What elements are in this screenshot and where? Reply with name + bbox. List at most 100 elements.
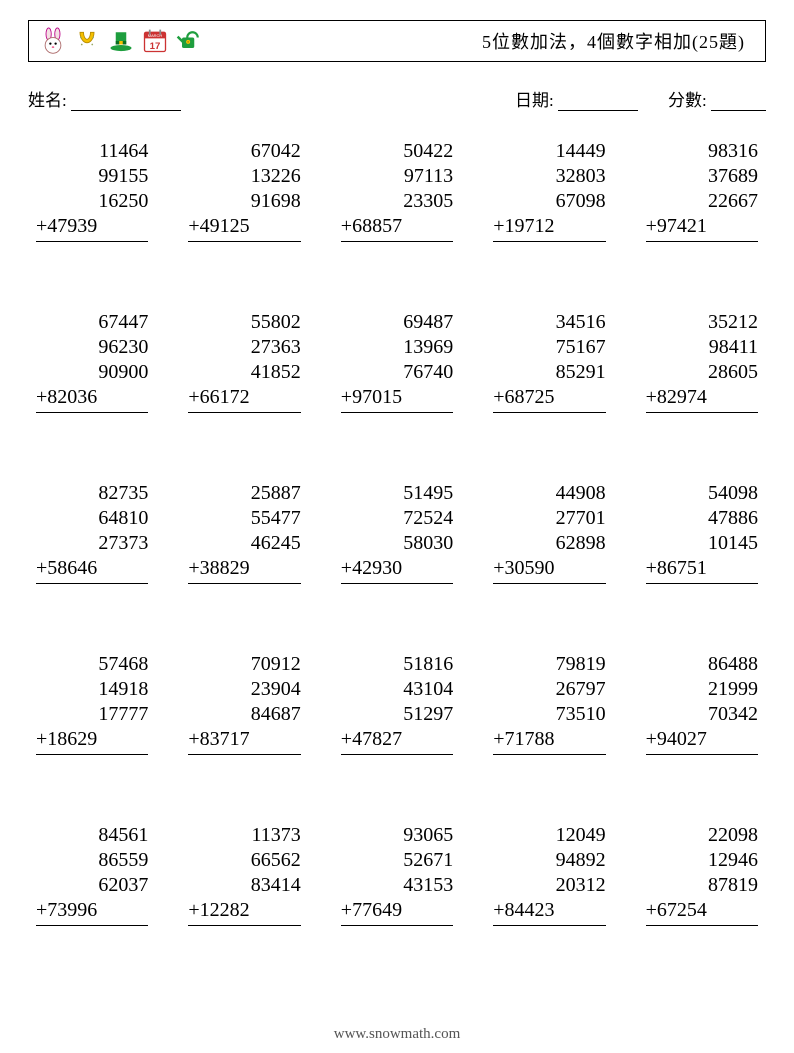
addends: 220981294687819 [646,823,758,898]
answer-rule[interactable] [493,412,605,431]
addend: 73510 [493,702,605,727]
answer-rule[interactable] [493,754,605,773]
answer-rule[interactable] [646,754,758,773]
leprechaun-hat-icon [107,27,135,55]
addend: 25887 [188,481,300,506]
addend: 20312 [493,873,605,898]
name-blank[interactable] [71,94,181,111]
answer-rule[interactable] [188,583,300,602]
addend: 28605 [646,360,758,385]
addends: 930655267143153 [341,823,453,898]
answer-rule[interactable] [188,241,300,260]
answer-rule[interactable] [493,925,605,944]
score-label: 分數: [668,91,707,110]
score-blank[interactable] [711,94,766,111]
operator-line: +82974 [646,385,758,410]
addends: 558022736341852 [188,310,300,385]
addend: 11373 [188,823,300,848]
addend: 76740 [341,360,453,385]
addend: 54098 [646,481,758,506]
addend: 37689 [646,164,758,189]
problem: 674479623090900+82036 [36,310,148,431]
problem: 113736656283414+12282 [188,823,300,944]
addend: 13969 [341,335,453,360]
addend: 44908 [493,481,605,506]
answer-rule[interactable] [493,241,605,260]
answer-rule[interactable] [36,241,148,260]
addend: 51816 [341,652,453,677]
answer-rule[interactable] [341,412,453,431]
answer-rule[interactable] [36,583,148,602]
operator-line: +18629 [36,727,148,752]
addend: 17777 [36,702,148,727]
addends: 449082770162898 [493,481,605,556]
addends: 674479623090900 [36,310,148,385]
addend: 84561 [36,823,148,848]
addend: 62037 [36,873,148,898]
addend: 12946 [646,848,758,873]
addend: 94892 [493,848,605,873]
problem: 514957252458030+42930 [341,481,453,602]
addend: 86559 [36,848,148,873]
addend: 69487 [341,310,453,335]
addend: 82735 [36,481,148,506]
svg-text:17: 17 [150,41,161,52]
date-blank[interactable] [558,94,638,111]
addend: 84687 [188,702,300,727]
operator-line: +38829 [188,556,300,581]
addends: 258875547746245 [188,481,300,556]
addend: 26797 [493,677,605,702]
answer-rule[interactable] [341,241,453,260]
operator-line: +47939 [36,214,148,239]
addends: 518164310451297 [341,652,453,727]
operator-line: +73996 [36,898,148,923]
answer-rule[interactable] [36,412,148,431]
answer-rule[interactable] [493,583,605,602]
answer-rule[interactable] [646,583,758,602]
addend: 83414 [188,873,300,898]
addend: 35212 [646,310,758,335]
addend: 96230 [36,335,148,360]
addend: 66562 [188,848,300,873]
answer-rule[interactable] [36,754,148,773]
addend: 99155 [36,164,148,189]
answer-rule[interactable] [341,925,453,944]
addend: 62898 [493,531,605,556]
answer-rule[interactable] [646,412,758,431]
addend: 55802 [188,310,300,335]
addends: 574681491817777 [36,652,148,727]
addends: 709122390484687 [188,652,300,727]
worksheet-page: MARCH 17 5位數加法，4個數字相加(25題) 姓名: 日期: [0,0,794,1053]
operator-line: +58646 [36,556,148,581]
answer-rule[interactable] [341,583,453,602]
bunny-icon [39,27,67,55]
answer-rule[interactable] [646,925,758,944]
name-label: 姓名: [28,91,67,110]
answer-rule[interactable] [36,925,148,944]
addends: 845618655962037 [36,823,148,898]
addend: 55477 [188,506,300,531]
date-label: 日期: [515,91,554,110]
addend: 98316 [646,139,758,164]
operator-line: +66172 [188,385,300,410]
answer-rule[interactable] [188,925,300,944]
problems-grid: 114649915516250+47939670421322691698+491… [28,139,766,944]
addend: 90900 [36,360,148,385]
footer-url: www.snowmath.com [0,1026,794,1043]
addends: 694871396976740 [341,310,453,385]
addend: 27363 [188,335,300,360]
addend: 51495 [341,481,453,506]
calendar-17-icon: MARCH 17 [141,27,169,55]
answer-rule[interactable] [646,241,758,260]
problem: 258875547746245+38829 [188,481,300,602]
answer-rule[interactable] [341,754,453,773]
answer-rule[interactable] [188,754,300,773]
icon-row: MARCH 17 [39,27,203,55]
problem: 709122390484687+83717 [188,652,300,773]
problem: 352129841128605+82974 [646,310,758,431]
problem: 220981294687819+67254 [646,823,758,944]
problem: 540984788610145+86751 [646,481,758,602]
problem: 345167516785291+68725 [493,310,605,431]
answer-rule[interactable] [188,412,300,431]
operator-line: +30590 [493,556,605,581]
